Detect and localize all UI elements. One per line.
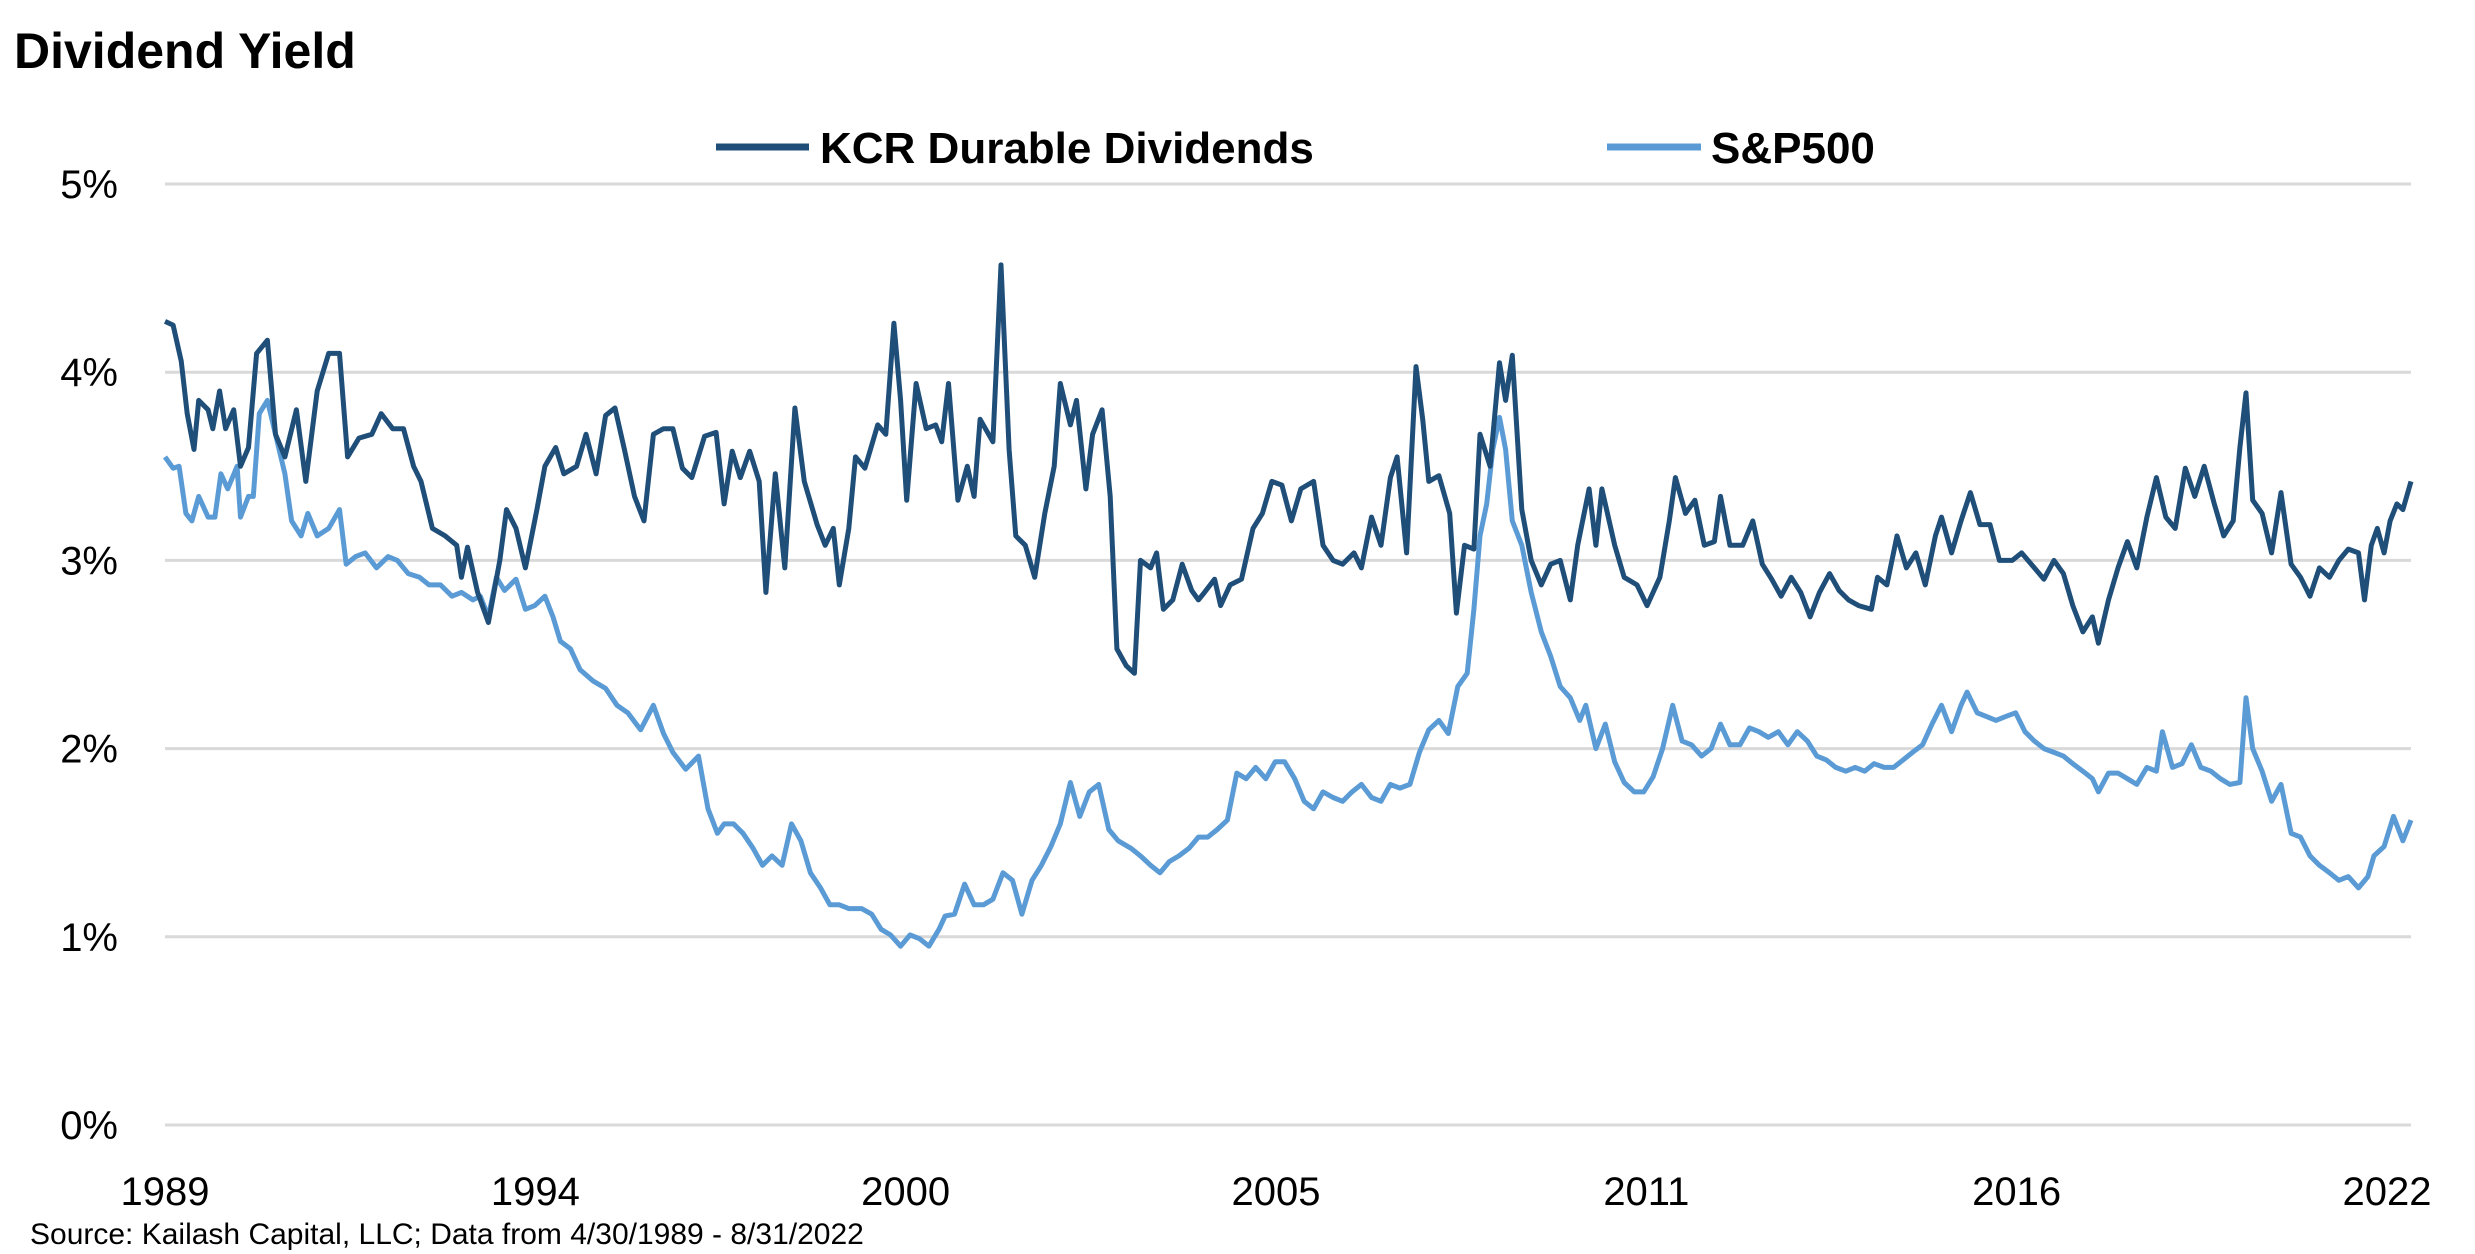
gridlines: [165, 182, 2411, 1127]
x-tick-label: 2022: [2343, 1170, 2432, 1214]
y-tick-label: 5%: [60, 163, 118, 207]
x-axis-labels: 1989 1994 2000 2005 2011 2016 2022: [121, 1170, 2432, 1214]
x-tick-label: 2000: [861, 1170, 950, 1214]
y-tick-label: 4%: [60, 351, 118, 395]
series-line-sp500: [162, 397, 2414, 949]
series-lines: [162, 262, 2414, 949]
legend-label-sp500: S&P500: [1711, 124, 1875, 173]
x-tick-label: 2005: [1232, 1170, 1321, 1214]
x-tick-label: 2011: [1603, 1170, 1689, 1214]
y-tick-label: 3%: [60, 539, 118, 583]
legend: KCR Durable Dividends S&P500: [716, 124, 1875, 173]
y-tick-label: 1%: [60, 916, 118, 960]
y-tick-label: 0%: [60, 1104, 118, 1148]
y-tick-label: 2%: [60, 728, 118, 772]
x-tick-label: 1989: [121, 1170, 210, 1214]
y-axis-labels: 0% 1% 2% 3% 4% 5%: [60, 163, 118, 1148]
chart-title: Dividend Yield: [14, 23, 356, 79]
x-tick-label: 1994: [491, 1170, 580, 1214]
series-line-kcr: [163, 262, 2414, 676]
source-note: Source: Kailash Capital, LLC; Data from …: [30, 1218, 864, 1251]
x-tick-label: 2016: [1972, 1170, 2061, 1214]
legend-label-kcr: KCR Durable Dividends: [820, 124, 1314, 173]
